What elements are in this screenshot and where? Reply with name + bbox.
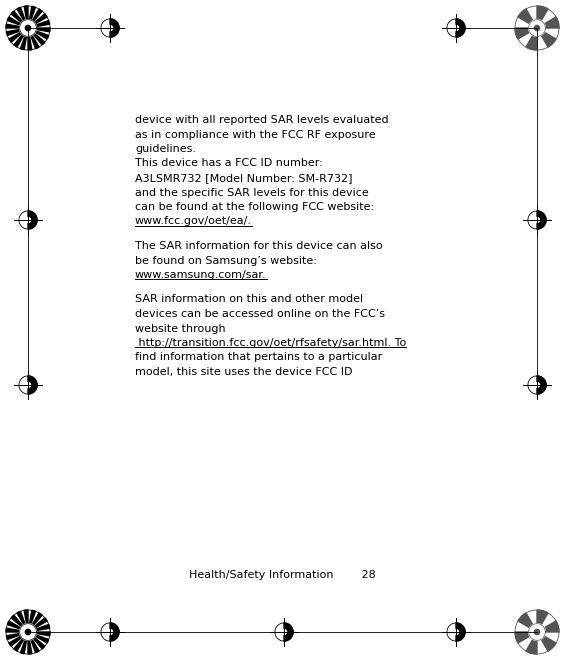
Polygon shape	[518, 9, 537, 28]
Text: and the specific SAR levels for this device: and the specific SAR levels for this dev…	[135, 187, 369, 197]
Polygon shape	[7, 621, 28, 632]
Polygon shape	[529, 624, 545, 640]
Polygon shape	[20, 624, 36, 640]
Polygon shape	[28, 9, 42, 28]
Polygon shape	[537, 376, 546, 394]
Polygon shape	[28, 613, 42, 632]
Polygon shape	[537, 211, 546, 229]
Text: http://transition.fcc.gov/oet/rfsafety/sar.html. To: http://transition.fcc.gov/oet/rfsafety/s…	[135, 338, 406, 348]
Text: model, this site uses the device FCC ID: model, this site uses the device FCC ID	[135, 367, 353, 377]
Text: guidelines.: guidelines.	[135, 144, 196, 154]
Polygon shape	[534, 218, 540, 222]
Text: www.fcc.gov/oet/ea/.: www.fcc.gov/oet/ea/.	[135, 216, 252, 226]
Text: can be found at the following FCC website:: can be found at the following FCC websit…	[135, 202, 374, 212]
Polygon shape	[454, 630, 459, 634]
Polygon shape	[7, 17, 28, 28]
Polygon shape	[28, 376, 37, 394]
Polygon shape	[28, 28, 49, 39]
Polygon shape	[11, 615, 28, 632]
Polygon shape	[534, 383, 540, 387]
Polygon shape	[537, 17, 559, 28]
Polygon shape	[28, 7, 36, 28]
Polygon shape	[28, 28, 50, 32]
Polygon shape	[456, 623, 465, 641]
Polygon shape	[25, 218, 31, 222]
Polygon shape	[537, 28, 556, 47]
Text: be found on Samsung’s website:: be found on Samsung’s website:	[135, 255, 317, 265]
Polygon shape	[28, 28, 45, 45]
Polygon shape	[6, 24, 28, 28]
Polygon shape	[537, 621, 559, 632]
Polygon shape	[28, 28, 39, 49]
Text: device with all reported SAR levels evaluated: device with all reported SAR levels eval…	[135, 115, 389, 125]
Polygon shape	[24, 6, 28, 28]
Polygon shape	[28, 211, 37, 229]
Text: The SAR information for this device can also: The SAR information for this device can …	[135, 241, 383, 251]
Polygon shape	[454, 26, 459, 30]
Polygon shape	[28, 610, 36, 632]
Polygon shape	[515, 28, 537, 39]
Polygon shape	[110, 623, 119, 641]
Polygon shape	[284, 623, 293, 641]
Polygon shape	[28, 14, 47, 28]
Polygon shape	[526, 632, 537, 654]
Polygon shape	[110, 19, 119, 37]
Polygon shape	[456, 19, 465, 37]
Text: This device has a FCC ID number:: This device has a FCC ID number:	[135, 158, 323, 168]
Polygon shape	[28, 632, 50, 636]
Polygon shape	[20, 20, 36, 36]
Polygon shape	[107, 630, 112, 634]
Polygon shape	[25, 383, 31, 387]
Polygon shape	[25, 630, 31, 635]
Polygon shape	[28, 624, 50, 632]
Polygon shape	[20, 632, 28, 653]
Polygon shape	[28, 632, 49, 643]
Polygon shape	[537, 610, 548, 632]
Polygon shape	[28, 632, 39, 653]
Text: Health/Safety Information        28: Health/Safety Information 28	[189, 570, 376, 580]
Polygon shape	[11, 11, 28, 28]
Polygon shape	[526, 28, 537, 50]
Polygon shape	[515, 632, 537, 643]
Polygon shape	[28, 28, 32, 50]
Polygon shape	[534, 630, 540, 635]
Polygon shape	[9, 28, 28, 42]
Text: devices can be accessed online on the FCC’s: devices can be accessed online on the FC…	[135, 309, 385, 319]
Polygon shape	[17, 611, 28, 632]
Polygon shape	[534, 25, 540, 30]
Text: find information that pertains to a particular: find information that pertains to a part…	[135, 352, 383, 362]
Polygon shape	[28, 632, 32, 654]
Polygon shape	[28, 618, 47, 632]
Polygon shape	[24, 610, 28, 632]
Text: SAR information on this and other model: SAR information on this and other model	[135, 294, 363, 304]
Polygon shape	[9, 632, 28, 646]
Polygon shape	[107, 26, 112, 30]
Polygon shape	[20, 28, 28, 50]
Text: www.samsung.com/sar.: www.samsung.com/sar.	[135, 270, 267, 280]
Polygon shape	[28, 20, 50, 28]
Polygon shape	[25, 25, 31, 30]
Polygon shape	[28, 632, 45, 649]
Polygon shape	[529, 20, 545, 36]
Polygon shape	[6, 628, 28, 632]
Polygon shape	[537, 6, 548, 28]
Polygon shape	[6, 632, 28, 640]
Text: A3LSMR732 [Model Number: SM-R732]: A3LSMR732 [Model Number: SM-R732]	[135, 173, 353, 183]
Polygon shape	[14, 632, 28, 651]
Polygon shape	[518, 613, 537, 632]
Polygon shape	[17, 7, 28, 28]
Polygon shape	[537, 632, 556, 651]
Polygon shape	[281, 630, 286, 634]
Text: as in compliance with the FCC RF exposure: as in compliance with the FCC RF exposur…	[135, 129, 376, 139]
Polygon shape	[6, 28, 28, 36]
Text: website through: website through	[135, 323, 225, 333]
Polygon shape	[14, 28, 28, 47]
